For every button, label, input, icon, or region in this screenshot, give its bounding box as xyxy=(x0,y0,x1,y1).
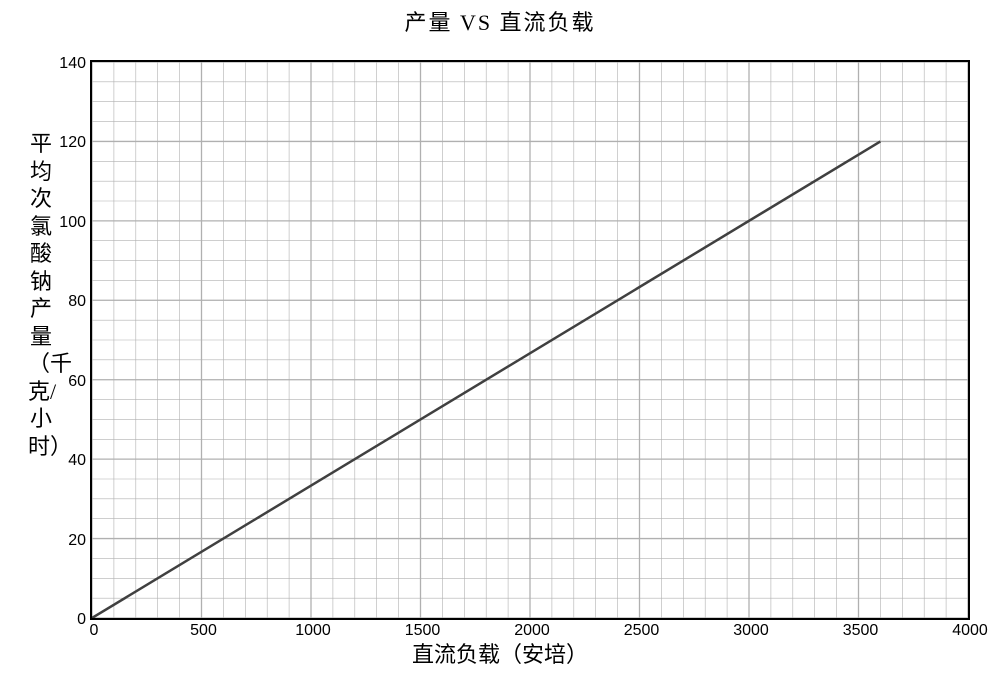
x-tick-label: 500 xyxy=(190,618,217,640)
x-tick-label: 2500 xyxy=(624,618,660,640)
y-tick-label: 80 xyxy=(68,293,92,311)
x-tick-label: 1500 xyxy=(405,618,441,640)
y-tick-label: 120 xyxy=(59,134,92,152)
y-tick-label: 140 xyxy=(59,55,92,73)
chart-title: 产量 VS 直流负载 xyxy=(0,5,1000,37)
plot-area: 0204060801001201400500100015002000250030… xyxy=(90,60,970,620)
chart-container: 产量 VS 直流负载 平均次氯酸钠产量（千克/小时） 直流负载（安培） 0204… xyxy=(0,0,1000,679)
y-tick-label: 20 xyxy=(68,532,92,550)
x-tick-label: 2000 xyxy=(514,618,550,640)
y-tick-label: 100 xyxy=(59,214,92,232)
x-axis-label: 直流负载（安培） xyxy=(0,637,1000,669)
x-tick-label: 0 xyxy=(90,618,99,640)
x-tick-label: 3000 xyxy=(733,618,769,640)
x-tick-label: 1000 xyxy=(295,618,331,640)
x-tick-label: 4000 xyxy=(952,618,988,640)
y-tick-label: 40 xyxy=(68,452,92,470)
y-axis-label: 平均次氯酸钠产量（千克/小时） xyxy=(28,130,54,460)
x-tick-label: 3500 xyxy=(843,618,879,640)
grid-svg xyxy=(92,62,968,618)
y-tick-label: 60 xyxy=(68,373,92,391)
